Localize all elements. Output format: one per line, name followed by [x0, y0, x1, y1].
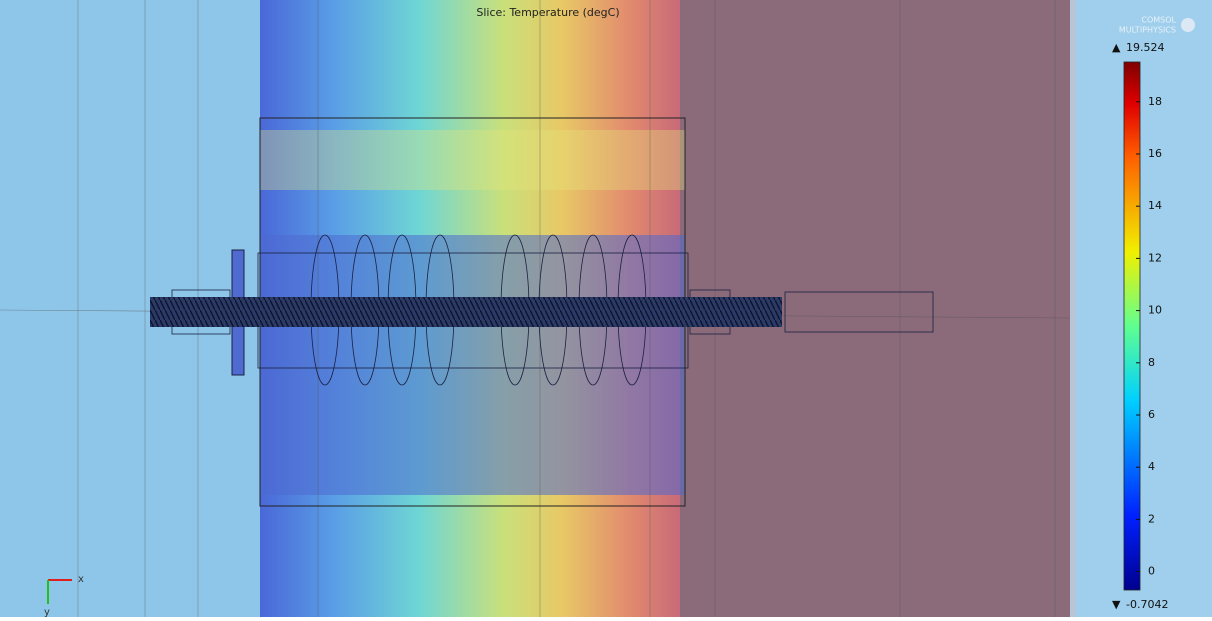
colorbar: [1124, 62, 1140, 590]
x-axis-label: x: [78, 574, 84, 585]
logo-icon: [1181, 18, 1195, 32]
separator: [1070, 0, 1076, 617]
min-marker: ▼: [1112, 598, 1121, 611]
tick-label: 18: [1148, 95, 1162, 108]
max-label: 19.524: [1126, 41, 1165, 54]
bolt: [150, 297, 782, 327]
warm-band: [260, 130, 685, 190]
tick-label: 0: [1148, 565, 1155, 578]
min-label: -0.7042: [1126, 598, 1168, 611]
page: x y Slice: Temperature (degC) COMSOL MUL…: [0, 0, 1212, 617]
tick-label: 8: [1148, 356, 1155, 369]
viewport: x y Slice: Temperature (degC) COMSOL MUL…: [0, 0, 1212, 617]
tick-label: 14: [1148, 199, 1162, 212]
tick-label: 2: [1148, 512, 1155, 525]
tick-label: 10: [1148, 304, 1162, 317]
tick-label: 12: [1148, 251, 1162, 264]
cold-core: [260, 235, 685, 495]
max-marker: ▲: [1112, 41, 1121, 54]
tick-label: 6: [1148, 408, 1155, 421]
logo-line: COMSOL: [1141, 16, 1176, 25]
tick-label: 4: [1148, 460, 1155, 473]
plot-title: Slice: Temperature (degC): [476, 6, 619, 19]
tick-label: 16: [1148, 147, 1162, 160]
y-axis-label: y: [44, 607, 50, 617]
logo-line: MULTIPHYSICS: [1119, 26, 1176, 35]
